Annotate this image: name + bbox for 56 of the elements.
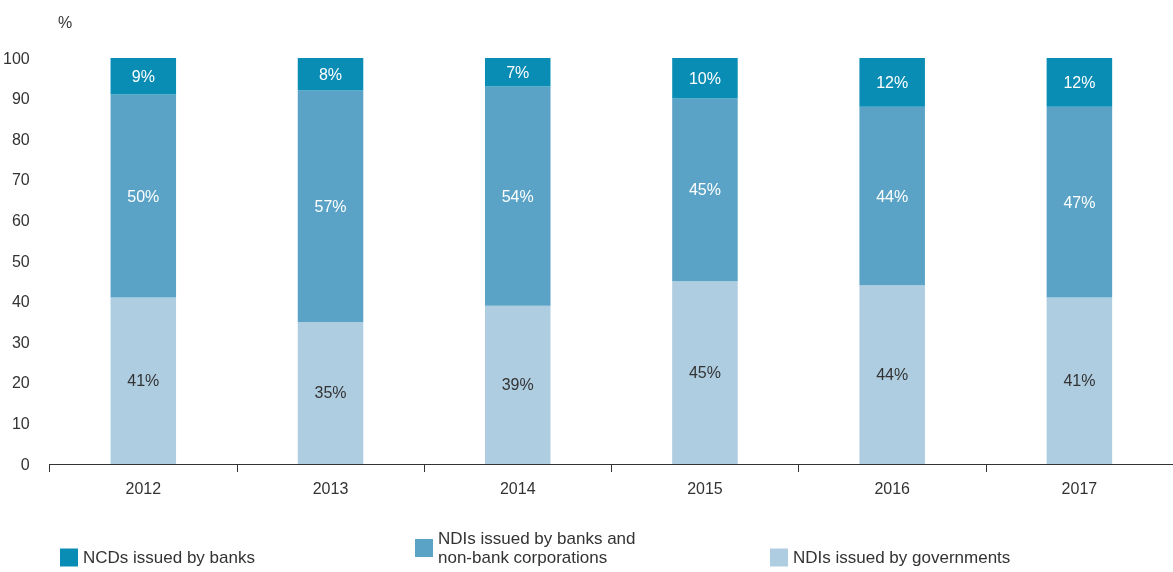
legend-label: NCDs issued by banks — [83, 548, 255, 567]
data-label: 12% — [876, 73, 909, 91]
bar — [1046, 297, 1113, 464]
data-label: 44% — [876, 366, 909, 384]
data-label: 10% — [688, 69, 721, 87]
y-tick-label: 50 — [11, 252, 30, 270]
y-tick-label: 40 — [11, 293, 30, 311]
x-tick-label: 2016 — [874, 479, 911, 497]
bar — [859, 106, 925, 286]
x-tick-label: 2017 — [1061, 479, 1098, 497]
bar — [1046, 106, 1113, 298]
bar — [484, 305, 551, 464]
bar — [297, 321, 364, 464]
bar — [110, 58, 177, 95]
data-label: 35% — [314, 384, 347, 402]
x-tick-label: 2015 — [687, 479, 723, 497]
bar — [859, 285, 925, 464]
data-label: 7% — [506, 63, 530, 81]
y-axis-title: % — [58, 13, 73, 31]
y-tick-label: 70 — [11, 171, 30, 189]
data-label: 8% — [318, 65, 343, 83]
data-label: 54% — [501, 187, 534, 205]
data-label: 57% — [314, 197, 347, 215]
y-tick-label: 60 — [11, 211, 30, 229]
bar — [672, 58, 738, 99]
bar — [484, 58, 551, 87]
bar — [859, 58, 925, 107]
bar — [297, 90, 364, 322]
x-tick-label: 2012 — [125, 479, 162, 497]
data-label: 47% — [1063, 193, 1096, 211]
data-label: 9% — [131, 67, 155, 85]
bar — [110, 297, 177, 464]
legend-label: NDIs issued by governments — [793, 548, 1011, 567]
bar — [1046, 58, 1113, 107]
x-tick-label: 2014 — [499, 479, 536, 497]
x-tick-label: 2013 — [312, 479, 349, 497]
data-label: 44% — [876, 187, 909, 205]
y-tick-label: 20 — [11, 374, 30, 392]
bar — [110, 94, 177, 298]
y-tick-label: 0 — [20, 455, 30, 473]
bar — [672, 281, 738, 464]
data-label: 50% — [127, 187, 160, 205]
data-label: 41% — [127, 372, 160, 390]
data-label: 45% — [688, 364, 721, 382]
data-label: 41% — [1063, 372, 1096, 390]
data-label: 12% — [1063, 73, 1096, 91]
legend-label: NDIs issued by banks and non-bank corporations — [438, 529, 641, 567]
y-tick-label: 10 — [11, 414, 30, 432]
bar — [484, 86, 551, 306]
data-label: 45% — [688, 181, 721, 199]
data-label: 39% — [501, 376, 534, 394]
y-tick-label: 90 — [11, 90, 30, 108]
bar — [672, 98, 738, 282]
y-tick-label: 80 — [11, 130, 30, 148]
y-tick-label: 100 — [2, 49, 30, 67]
y-tick-label: 30 — [11, 333, 30, 351]
